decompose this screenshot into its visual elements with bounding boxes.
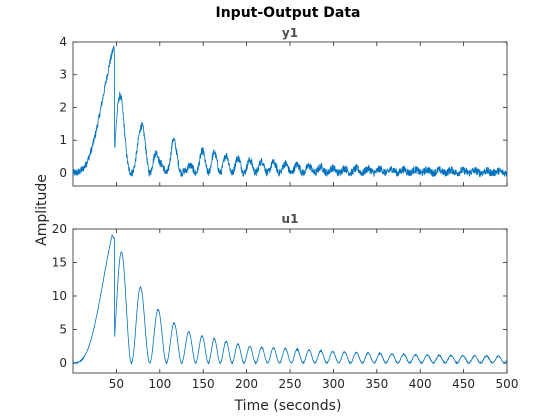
figure-title: Input-Output Data — [216, 5, 361, 21]
x-tick-label: 500 — [496, 377, 519, 391]
y-axis-label: Amplitude — [34, 174, 50, 246]
x-tick-label: 350 — [365, 377, 388, 391]
y-tick-label-u1: 20 — [52, 222, 67, 236]
x-tick-label: 100 — [148, 377, 171, 391]
panel-title-y1: y1 — [282, 26, 298, 40]
x-tick-label: 150 — [192, 377, 215, 391]
panel-title-u1: u1 — [282, 212, 299, 226]
x-tick-label: 250 — [279, 377, 302, 391]
y-tick-label-u1: 10 — [52, 289, 67, 303]
x-tick-label: 300 — [322, 377, 345, 391]
axes-box-u1 — [72, 228, 508, 374]
panel-y1: y1 0 1 2 3 4 — [59, 26, 508, 187]
x-tick-label: 50 — [109, 377, 124, 391]
y-tick-label-y1: 2 — [59, 100, 67, 114]
series-line-y1 — [72, 45, 508, 178]
x-tick-label: 450 — [452, 377, 475, 391]
series-line-u1 — [72, 234, 508, 365]
axes-box-y1 — [72, 41, 508, 187]
x-axis-label: Time (seconds) — [234, 398, 342, 414]
y-tick-label-y1: 0 — [59, 166, 67, 180]
y-tick-label-y1: 1 — [59, 133, 67, 147]
x-tick-label: 200 — [235, 377, 258, 391]
ticks-u1: 0 5 10 15 20 50 100 150 200 250 300 350 400 450 500 — [52, 222, 519, 391]
y-tick-label-u1: 0 — [59, 356, 67, 370]
ticks-y1: 0 1 2 3 4 — [59, 35, 508, 186]
y-tick-label-u1: 5 — [59, 322, 67, 336]
y-tick-label-u1: 15 — [52, 255, 67, 269]
panel-u1: u1 0 5 10 15 20 50 100 150 200 250 300 350 400 450 500 — [52, 212, 519, 391]
y-tick-label-y1: 3 — [59, 68, 67, 82]
y-tick-label-y1: 4 — [59, 35, 67, 49]
x-tick-label: 400 — [409, 377, 432, 391]
